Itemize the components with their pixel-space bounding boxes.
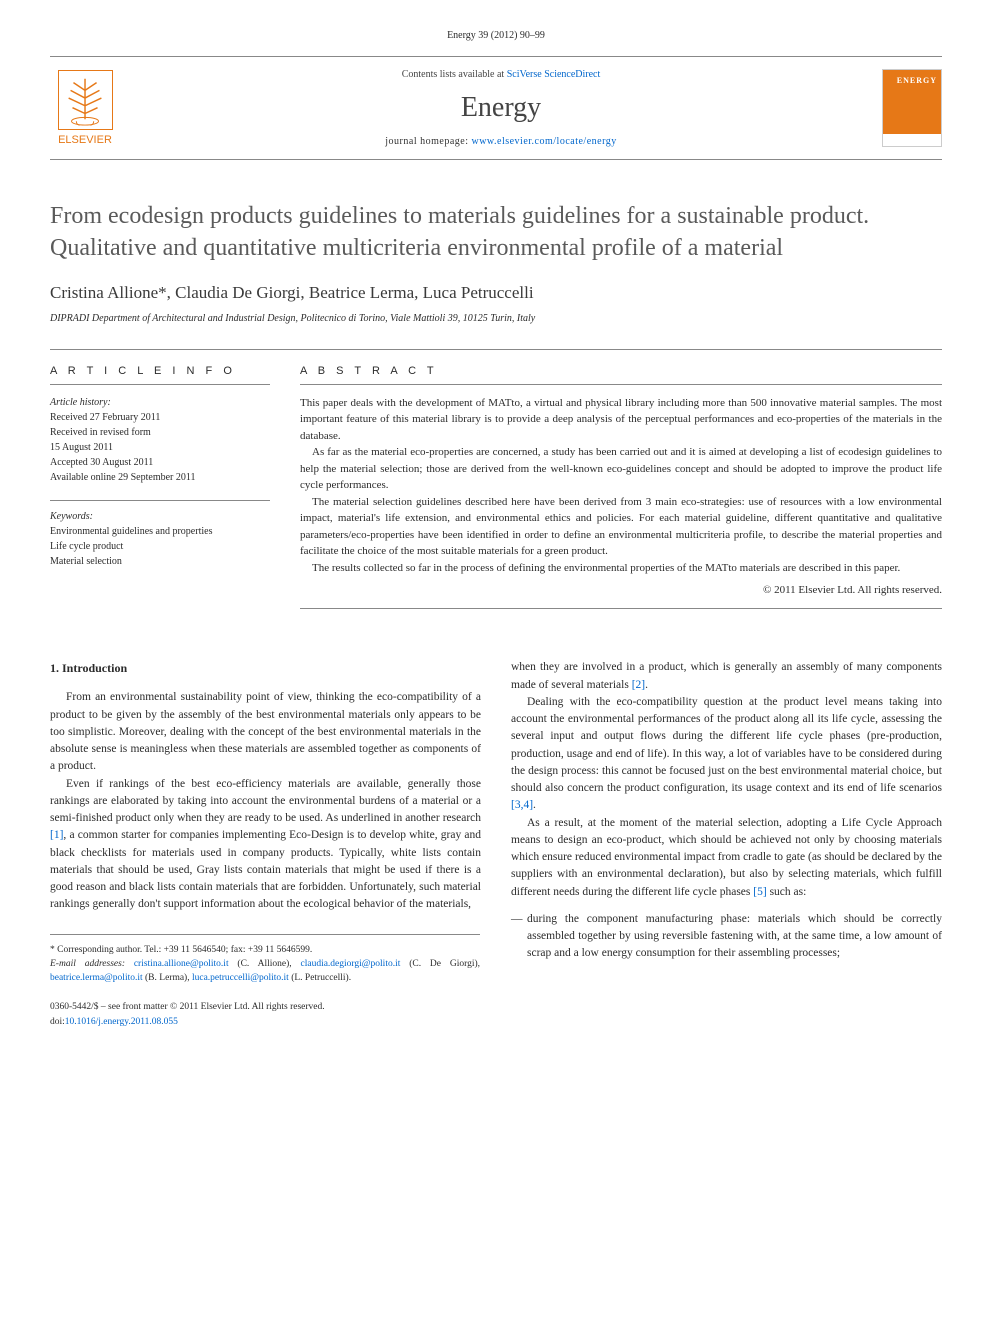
- email-4[interactable]: luca.petruccelli@polito.it: [192, 973, 289, 983]
- affiliation: DIPRADI Department of Architectural and …: [50, 313, 942, 324]
- r3-b: such as:: [767, 886, 807, 898]
- r2-b: .: [533, 799, 536, 811]
- bottom-matter: 0360-5442/$ – see front matter © 2011 El…: [50, 1000, 481, 1029]
- keyword-1: Environmental guidelines and properties: [50, 524, 270, 539]
- body-left-column: 1. Introduction From an environmental su…: [50, 659, 481, 1029]
- r1-b: .: [645, 679, 648, 691]
- r2-a: Dealing with the eco-compatibility quest…: [511, 696, 942, 794]
- r1-a: when they are involved in a product, whi…: [511, 661, 942, 690]
- homepage-prefix: journal homepage:: [385, 136, 471, 147]
- history-received: Received 27 February 2011: [50, 410, 270, 425]
- name-3: (B. Lerma),: [143, 973, 192, 983]
- journal-name: Energy: [120, 92, 882, 124]
- contents-available: Contents lists available at SciVerse Sci…: [120, 69, 882, 80]
- email-addresses: E-mail addresses: cristina.allione@polit…: [50, 957, 480, 986]
- email-label: E-mail addresses:: [50, 959, 125, 969]
- abstract-heading: A B S T R A C T: [300, 365, 942, 385]
- email-1[interactable]: cristina.allione@polito.it: [134, 959, 229, 969]
- issn-copyright: 0360-5442/$ – see front matter © 2011 El…: [50, 1000, 481, 1014]
- history-revised-date: 15 August 2011: [50, 440, 270, 455]
- sciencedirect-link[interactable]: SciVerse ScienceDirect: [507, 69, 601, 80]
- intro-p2: Even if rankings of the best eco-efficie…: [50, 776, 481, 914]
- cover-title: ENERGY: [897, 76, 937, 85]
- email-3[interactable]: beatrice.lerma@polito.it: [50, 973, 143, 983]
- bullet-text-1: during the component manufacturing phase…: [527, 911, 942, 963]
- body-columns: 1. Introduction From an environmental su…: [50, 659, 942, 1029]
- authors: Cristina Allione*, Claudia De Giorgi, Be…: [50, 283, 942, 303]
- article-title: From ecodesign products guidelines to ma…: [50, 200, 942, 265]
- ref-5-link[interactable]: [5]: [753, 886, 766, 898]
- elsevier-tree-icon: [58, 70, 113, 130]
- article-history: Article history: Received 27 February 20…: [50, 395, 270, 485]
- abstract-p2: As far as the material eco-properties ar…: [300, 444, 942, 494]
- abstract-p4: The results collected so far in the proc…: [300, 560, 942, 577]
- abstract-text: This paper deals with the development of…: [300, 395, 942, 577]
- email-2[interactable]: claudia.degiorgi@polito.it: [301, 959, 401, 969]
- masthead-center: Contents lists available at SciVerse Sci…: [120, 69, 882, 147]
- publisher-logo: ELSEVIER: [50, 70, 120, 146]
- keyword-3: Material selection: [50, 554, 270, 569]
- publisher-name: ELSEVIER: [58, 134, 112, 146]
- p2-text-b: , a common starter for companies impleme…: [50, 829, 481, 910]
- right-p2: Dealing with the eco-compatibility quest…: [511, 694, 942, 815]
- history-accepted: Accepted 30 August 2011: [50, 455, 270, 470]
- divider: [50, 349, 942, 350]
- history-label: Article history:: [50, 395, 270, 410]
- doi-line: doi:10.1016/j.energy.2011.08.055: [50, 1015, 481, 1029]
- abstract-divider: [300, 608, 942, 609]
- name-4: (L. Petruccelli).: [289, 973, 351, 983]
- name-2: (C. De Giorgi),: [400, 959, 480, 969]
- intro-p1: From an environmental sustainability poi…: [50, 689, 481, 775]
- corresponding-author: * Corresponding author. Tel.: +39 11 564…: [50, 943, 480, 957]
- doi-label: doi:: [50, 1017, 65, 1027]
- journal-homepage: journal homepage: www.elsevier.com/locat…: [120, 136, 882, 147]
- name-1: (C. Allione),: [229, 959, 301, 969]
- article-info-abstract-row: A R T I C L E I N F O Article history: R…: [50, 365, 942, 610]
- ref-2-link[interactable]: [2]: [632, 679, 645, 691]
- keywords-label: Keywords:: [50, 509, 270, 524]
- history-revised: Received in revised form: [50, 425, 270, 440]
- keyword-2: Life cycle product: [50, 539, 270, 554]
- abstract-column: A B S T R A C T This paper deals with th…: [300, 365, 942, 610]
- history-online: Available online 29 September 2011: [50, 470, 270, 485]
- body-right-column: when they are involved in a product, whi…: [511, 659, 942, 1029]
- footnotes: * Corresponding author. Tel.: +39 11 564…: [50, 934, 480, 986]
- doi-link[interactable]: 10.1016/j.energy.2011.08.055: [65, 1017, 178, 1027]
- masthead: ELSEVIER Contents lists available at Sci…: [50, 56, 942, 160]
- r3-a: As a result, at the moment of the materi…: [511, 817, 942, 898]
- article-info-column: A R T I C L E I N F O Article history: R…: [50, 365, 270, 610]
- citation-header: Energy 39 (2012) 90–99: [50, 30, 942, 41]
- journal-cover-thumbnail: ENERGY: [882, 69, 942, 147]
- right-p3: As a result, at the moment of the materi…: [511, 815, 942, 901]
- abstract-p3: The material selection guidelines descri…: [300, 494, 942, 560]
- bullet-item-1: — during the component manufacturing pha…: [511, 911, 942, 963]
- homepage-link[interactable]: www.elsevier.com/locate/energy: [471, 136, 616, 147]
- p2-text-a: Even if rankings of the best eco-efficie…: [50, 778, 481, 825]
- bullet-dash: —: [511, 911, 527, 963]
- ref-34-link[interactable]: [3,4]: [511, 799, 533, 811]
- ref-1-link[interactable]: [1]: [50, 829, 63, 841]
- right-p1: when they are involved in a product, whi…: [511, 659, 942, 694]
- keywords-block: Keywords: Environmental guidelines and p…: [50, 500, 270, 569]
- contents-prefix: Contents lists available at: [402, 69, 507, 80]
- abstract-copyright: © 2011 Elsevier Ltd. All rights reserved…: [300, 584, 942, 596]
- article-info-heading: A R T I C L E I N F O: [50, 365, 270, 385]
- intro-heading: 1. Introduction: [50, 659, 481, 677]
- abstract-p1: This paper deals with the development of…: [300, 395, 942, 445]
